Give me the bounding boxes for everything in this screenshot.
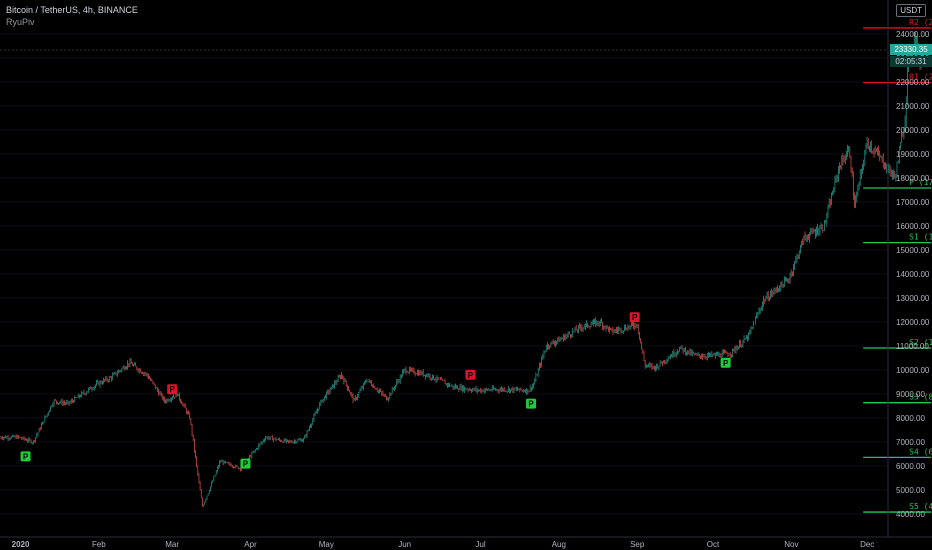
- price-tick-label: 20000.00: [896, 126, 930, 135]
- time-tick-label: Aug: [552, 540, 566, 549]
- pivot-marker: [526, 398, 537, 409]
- pivot-marker-label: P: [632, 313, 638, 322]
- price-tick-label: 7000.00: [896, 438, 925, 447]
- price-tick-label: 6000.00: [896, 462, 925, 471]
- price-tick-label: 10000.00: [896, 366, 930, 375]
- price-tick-label: 12000.00: [896, 318, 930, 327]
- price-tick-label: 15000.00: [896, 246, 930, 255]
- last-price-tag: 23330.35: [890, 44, 932, 56]
- pivot-level-label: S5 (4081.18): [909, 502, 932, 511]
- pivot-marker: [20, 451, 31, 462]
- price-tick-label: 8000.00: [896, 414, 925, 423]
- time-tick-label: Sep: [630, 540, 645, 549]
- pivot-level-label: R1 (21974.34): [909, 73, 932, 82]
- price-tick-label: 16000.00: [896, 222, 930, 231]
- price-tick-label: 18000.00: [896, 174, 930, 183]
- candles: [0, 31, 923, 507]
- price-tick-label: 24000.00: [896, 30, 930, 39]
- pivot-marker: [720, 357, 731, 368]
- pivot-marker-label: P: [23, 452, 29, 461]
- price-tick-label: 14000.00: [896, 270, 930, 279]
- pivot-marker-label: P: [528, 400, 534, 409]
- indicator-name[interactable]: RyuPiv: [6, 17, 35, 27]
- time-tick-label: Oct: [707, 540, 720, 549]
- price-tick-label: 11000.00: [896, 342, 929, 351]
- price-axis[interactable]: 24000.0023000.0022000.0021000.0020000.00…: [896, 30, 930, 519]
- time-axis[interactable]: 2020FebMarAprMayJunJulAugSepOctNovDec202…: [12, 540, 932, 549]
- pivot-markers: P P P P P P P: [20, 312, 731, 469]
- pivot-marker-label: P: [723, 359, 729, 368]
- pivot-level-label: S4 (6359.65): [909, 447, 932, 456]
- price-tick-label: 5000.00: [896, 486, 925, 495]
- price-tick-label: 19000.00: [896, 150, 930, 159]
- time-tick-label: Jun: [398, 540, 411, 549]
- price-tick-label: 22000.00: [896, 78, 930, 87]
- pivot-levels: R2 (24252.6) R1 (21974.34) P (17584.69) S1 …: [863, 18, 932, 513]
- pivot-level-label: S1 (15306.23): [909, 233, 932, 242]
- time-tick-label: Mar: [165, 540, 179, 549]
- price-tick-label: 13000.00: [896, 294, 930, 303]
- bar-countdown: 02:05:31: [890, 56, 932, 68]
- time-tick-label: 2020: [12, 540, 30, 549]
- pivot-marker-label: P: [243, 460, 249, 469]
- time-tick-label: Dec: [860, 540, 874, 549]
- pivot-marker: [167, 384, 178, 395]
- time-tick-label: Apr: [244, 540, 257, 549]
- pivot-marker: [240, 458, 251, 469]
- pivot-marker-label: P: [468, 371, 474, 380]
- time-tick-label: Jul: [475, 540, 485, 549]
- price-tick-label: 4000.00: [896, 510, 925, 519]
- time-tick-label: May: [319, 540, 334, 549]
- price-tick-label: 9000.00: [896, 390, 925, 399]
- time-tick-label: Nov: [784, 540, 798, 549]
- time-tick-label: Feb: [92, 540, 106, 549]
- currency-badge[interactable]: USDT: [896, 4, 926, 17]
- price-tick-label: 21000.00: [896, 102, 930, 111]
- pivot-level-label: R2 (24252.6): [909, 18, 932, 27]
- pivot-level-label: P (17584.69): [909, 178, 932, 187]
- pivot-marker: [465, 369, 476, 380]
- symbol-title: Bitcoin / TetherUS, 4h, BINANCE: [6, 5, 138, 15]
- grid: [0, 33, 888, 515]
- pivot-marker-label: P: [169, 385, 175, 394]
- price-tick-label: 17000.00: [896, 198, 930, 207]
- pivot-level-label: S2 (10916.58): [909, 338, 932, 347]
- pivot-marker: [629, 312, 640, 323]
- pivot-level-label: S3 (8638.12): [909, 393, 932, 402]
